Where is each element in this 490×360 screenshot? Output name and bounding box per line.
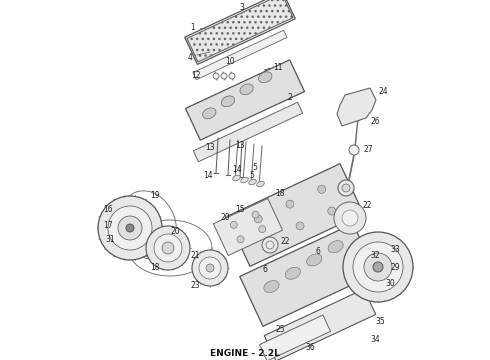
Polygon shape bbox=[260, 315, 331, 360]
Text: 23: 23 bbox=[190, 280, 200, 289]
Text: 35: 35 bbox=[375, 318, 385, 327]
Circle shape bbox=[213, 73, 219, 79]
Ellipse shape bbox=[233, 175, 240, 181]
Circle shape bbox=[98, 196, 162, 260]
Ellipse shape bbox=[285, 267, 300, 279]
Ellipse shape bbox=[202, 108, 216, 119]
Circle shape bbox=[154, 234, 182, 262]
Circle shape bbox=[146, 226, 190, 270]
Text: 31: 31 bbox=[105, 235, 115, 244]
Text: 17: 17 bbox=[103, 220, 113, 230]
Text: 12: 12 bbox=[191, 71, 201, 80]
Circle shape bbox=[334, 202, 366, 234]
Text: 32: 32 bbox=[370, 251, 380, 260]
Circle shape bbox=[118, 216, 142, 240]
Text: 13: 13 bbox=[235, 140, 245, 149]
Circle shape bbox=[318, 185, 326, 193]
Circle shape bbox=[353, 242, 403, 292]
Text: 2: 2 bbox=[288, 94, 293, 103]
Ellipse shape bbox=[241, 177, 248, 183]
Polygon shape bbox=[186, 60, 304, 140]
Text: 26: 26 bbox=[370, 117, 380, 126]
Text: 20: 20 bbox=[220, 213, 230, 222]
Circle shape bbox=[199, 257, 221, 279]
Text: 16: 16 bbox=[103, 206, 113, 215]
Text: 22: 22 bbox=[280, 237, 290, 246]
Circle shape bbox=[108, 206, 152, 250]
Text: 13: 13 bbox=[205, 144, 215, 153]
Text: 11: 11 bbox=[273, 63, 283, 72]
Ellipse shape bbox=[257, 181, 264, 187]
Text: 6: 6 bbox=[316, 248, 320, 256]
Text: 6: 6 bbox=[263, 266, 268, 274]
Text: 5: 5 bbox=[249, 171, 254, 180]
Polygon shape bbox=[194, 102, 303, 162]
Circle shape bbox=[206, 264, 214, 272]
Text: 33: 33 bbox=[390, 246, 400, 255]
Circle shape bbox=[342, 184, 350, 192]
Ellipse shape bbox=[259, 72, 272, 83]
Polygon shape bbox=[187, 0, 293, 62]
Circle shape bbox=[237, 236, 244, 243]
Circle shape bbox=[328, 207, 336, 215]
Circle shape bbox=[192, 250, 228, 286]
Polygon shape bbox=[240, 224, 376, 326]
Text: 18: 18 bbox=[275, 189, 285, 198]
Text: 14: 14 bbox=[203, 171, 213, 180]
Text: 29: 29 bbox=[390, 262, 400, 271]
Text: 30: 30 bbox=[385, 279, 395, 288]
Ellipse shape bbox=[221, 96, 235, 107]
Text: 4: 4 bbox=[188, 54, 193, 63]
Circle shape bbox=[264, 237, 272, 245]
Circle shape bbox=[343, 232, 413, 302]
Circle shape bbox=[126, 224, 134, 232]
Polygon shape bbox=[227, 164, 363, 266]
Text: 19: 19 bbox=[150, 190, 160, 199]
Circle shape bbox=[229, 73, 235, 79]
Circle shape bbox=[296, 222, 304, 230]
Ellipse shape bbox=[264, 280, 279, 293]
Circle shape bbox=[342, 210, 358, 226]
Text: 10: 10 bbox=[225, 58, 235, 67]
Circle shape bbox=[254, 215, 262, 223]
Text: 24: 24 bbox=[378, 87, 388, 96]
Polygon shape bbox=[337, 88, 376, 126]
Text: 27: 27 bbox=[363, 145, 373, 154]
Polygon shape bbox=[193, 30, 287, 80]
Text: 1: 1 bbox=[191, 23, 196, 32]
Circle shape bbox=[338, 180, 354, 196]
Text: 14: 14 bbox=[232, 166, 242, 175]
Ellipse shape bbox=[249, 179, 256, 185]
Polygon shape bbox=[214, 198, 283, 256]
Text: 5: 5 bbox=[252, 163, 257, 172]
Text: 36: 36 bbox=[305, 342, 315, 351]
Ellipse shape bbox=[328, 240, 343, 253]
Text: 3: 3 bbox=[240, 4, 245, 13]
Polygon shape bbox=[264, 289, 376, 360]
Circle shape bbox=[230, 221, 237, 228]
Text: 25: 25 bbox=[275, 325, 285, 334]
Circle shape bbox=[286, 200, 294, 208]
Circle shape bbox=[252, 211, 259, 218]
Circle shape bbox=[349, 145, 359, 155]
Text: 21: 21 bbox=[190, 251, 200, 260]
Circle shape bbox=[259, 226, 266, 233]
Ellipse shape bbox=[240, 84, 253, 95]
Text: 20: 20 bbox=[170, 226, 180, 235]
Circle shape bbox=[221, 73, 227, 79]
Circle shape bbox=[262, 237, 278, 253]
Text: ENGINE - 2.2L: ENGINE - 2.2L bbox=[210, 350, 280, 359]
Text: 34: 34 bbox=[370, 336, 380, 345]
Text: 15: 15 bbox=[235, 206, 245, 215]
Text: 22: 22 bbox=[362, 201, 372, 210]
Circle shape bbox=[162, 242, 174, 254]
Text: 18: 18 bbox=[150, 264, 160, 273]
Ellipse shape bbox=[307, 254, 322, 266]
Circle shape bbox=[364, 253, 392, 281]
Circle shape bbox=[373, 262, 383, 272]
